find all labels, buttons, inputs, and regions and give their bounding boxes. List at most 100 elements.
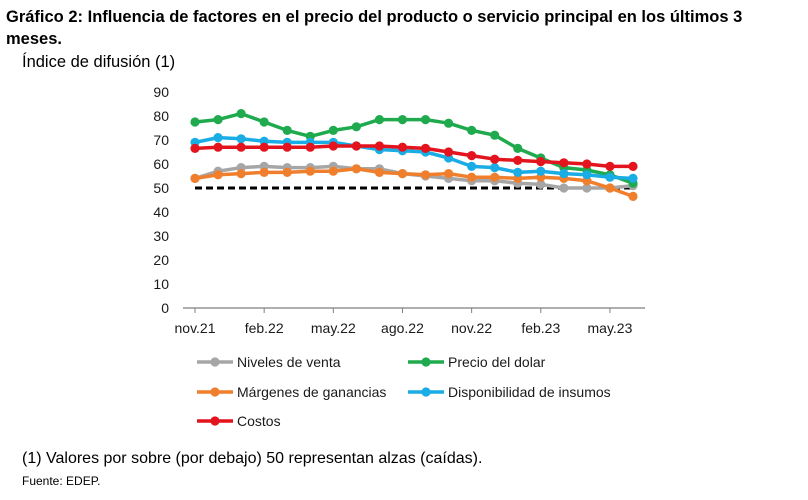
data-point bbox=[490, 130, 500, 140]
data-point bbox=[467, 125, 477, 135]
data-point bbox=[190, 143, 200, 153]
x-tick-label: ago.22 bbox=[381, 320, 424, 336]
data-point bbox=[328, 125, 338, 135]
series-layer bbox=[190, 109, 638, 201]
y-tick-label: 20 bbox=[153, 252, 169, 268]
data-point bbox=[305, 166, 315, 176]
data-point bbox=[513, 143, 523, 153]
y-tick-label: 40 bbox=[153, 204, 169, 220]
data-point bbox=[328, 141, 338, 151]
data-point bbox=[397, 169, 408, 179]
data-point bbox=[490, 154, 500, 164]
chart-title: Gráfico 2: Influencia de factores en el … bbox=[6, 8, 743, 48]
legend-swatch-marker bbox=[210, 357, 220, 367]
y-tick-label: 0 bbox=[161, 300, 169, 316]
data-point bbox=[213, 115, 223, 125]
data-point bbox=[213, 170, 223, 180]
data-point bbox=[467, 151, 477, 161]
data-point bbox=[305, 142, 315, 152]
data-point bbox=[559, 169, 569, 179]
data-point bbox=[397, 115, 408, 125]
chart-axes: 0 10 20 30 40 50 60 70 80 90 nov.21 feb.22 may.22 ago… bbox=[153, 84, 645, 336]
data-point bbox=[513, 167, 523, 177]
legend-swatch-marker bbox=[210, 416, 220, 426]
data-point bbox=[259, 117, 269, 127]
legend-label: Precio del dolar bbox=[448, 354, 546, 370]
x-tick-label: may.22 bbox=[311, 320, 356, 336]
data-point bbox=[420, 115, 431, 125]
data-point bbox=[351, 141, 361, 151]
data-point bbox=[628, 191, 638, 201]
data-point bbox=[282, 167, 292, 177]
line-chart: 0 10 20 30 40 50 60 70 80 90 nov.21 feb.22 may.22 ago… bbox=[153, 84, 645, 429]
data-point bbox=[351, 122, 361, 132]
series-niveles-de-venta bbox=[190, 161, 638, 193]
data-point bbox=[628, 173, 638, 183]
data-point bbox=[443, 147, 454, 157]
data-point bbox=[559, 183, 569, 193]
data-point bbox=[536, 166, 546, 176]
data-point bbox=[490, 172, 500, 182]
data-point bbox=[213, 133, 223, 143]
data-point bbox=[582, 159, 592, 169]
legend-label: Costos bbox=[237, 413, 281, 429]
legend-swatch-marker bbox=[421, 387, 431, 397]
data-point bbox=[513, 155, 523, 165]
data-point bbox=[605, 183, 615, 193]
legend-item: Precio del dolar bbox=[408, 354, 546, 370]
legend-swatch-marker bbox=[421, 357, 431, 367]
data-point bbox=[259, 142, 269, 152]
data-point bbox=[582, 170, 592, 180]
data-point bbox=[259, 167, 269, 177]
data-point bbox=[536, 157, 546, 167]
chart-subtitle: Índice de difusión (1) bbox=[22, 53, 176, 71]
legend-item: Costos bbox=[197, 413, 281, 429]
y-tick-label: 80 bbox=[153, 108, 169, 124]
x-tick-label: may.23 bbox=[588, 320, 633, 336]
y-tick-label: 90 bbox=[153, 84, 169, 100]
data-point bbox=[443, 118, 454, 128]
legend-label: Disponibilidad de insumos bbox=[448, 384, 611, 400]
legend-label: Niveles de venta bbox=[237, 354, 341, 370]
data-point bbox=[282, 125, 292, 135]
data-point bbox=[236, 169, 246, 179]
data-point bbox=[190, 117, 200, 127]
x-tick-label: nov.22 bbox=[451, 320, 492, 336]
data-point bbox=[467, 161, 477, 171]
data-point bbox=[328, 166, 338, 176]
data-point bbox=[282, 142, 292, 152]
y-tick-label: 10 bbox=[153, 276, 169, 292]
data-point bbox=[374, 141, 385, 151]
legend-item: Disponibilidad de insumos bbox=[408, 384, 611, 400]
data-point bbox=[467, 172, 477, 182]
series-costos bbox=[190, 141, 638, 171]
x-tick-label: nov.21 bbox=[175, 320, 216, 336]
data-point bbox=[536, 179, 546, 189]
data-point bbox=[443, 169, 454, 179]
data-point bbox=[397, 142, 408, 152]
series-disponibilidad-de-insumos bbox=[190, 133, 638, 183]
data-point bbox=[374, 115, 385, 125]
y-tick-label: 70 bbox=[153, 132, 169, 148]
data-point bbox=[351, 164, 361, 174]
data-point bbox=[605, 161, 615, 171]
data-point bbox=[213, 142, 223, 152]
x-tick-label: feb.22 bbox=[245, 320, 284, 336]
legend-item: Márgenes de ganancias bbox=[197, 384, 386, 400]
footnote: (1) Valores por sobre (por debajo) 50 re… bbox=[22, 450, 483, 467]
data-point bbox=[236, 134, 246, 144]
source-note: Fuente: EDEP. bbox=[22, 474, 101, 488]
legend-item: Niveles de venta bbox=[197, 354, 341, 370]
chart-legend: Niveles de venta Precio del dolar Márgenes… bbox=[197, 354, 611, 429]
data-point bbox=[628, 161, 638, 171]
legend-swatch-marker bbox=[210, 387, 220, 397]
y-tick-label: 30 bbox=[153, 228, 169, 244]
data-point bbox=[420, 143, 431, 153]
data-point bbox=[420, 170, 431, 180]
data-point bbox=[559, 158, 569, 168]
data-point bbox=[490, 163, 500, 173]
legend-label: Márgenes de ganancias bbox=[237, 384, 386, 400]
data-point bbox=[190, 173, 200, 183]
y-tick-label: 50 bbox=[153, 180, 169, 196]
x-tick-label: feb.23 bbox=[521, 320, 560, 336]
